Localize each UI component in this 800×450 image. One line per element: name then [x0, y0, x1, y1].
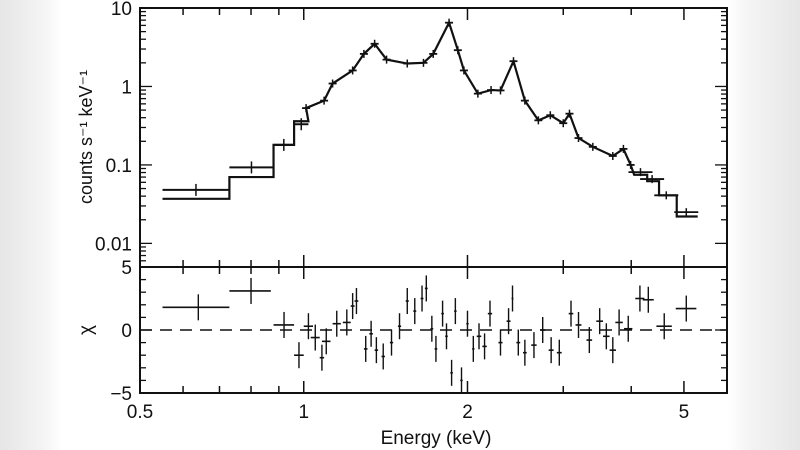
y-tick-label: 5: [121, 258, 132, 279]
y-tick-label: 10: [111, 0, 132, 20]
model-line: [162, 19, 698, 218]
y-tick-label: −5: [110, 384, 132, 405]
x-tick-label: 5: [679, 402, 690, 423]
background-edge-left: [0, 0, 62, 450]
y-tick-label: 0.1: [106, 156, 132, 177]
spectrum-frame: [139, 7, 728, 268]
residuals-panel: 0.5 1 2 5 5 0 −5: [110, 257, 728, 423]
background-edge-right: [728, 0, 800, 450]
y-axis-label-residuals: χ: [76, 325, 97, 335]
y-axis-label-spectrum: counts s⁻¹ keV⁻¹: [76, 70, 96, 204]
x-tick-label: 1: [298, 402, 309, 423]
y-tick-label: 0: [121, 321, 132, 342]
x-tick-label: 2: [462, 402, 473, 423]
y-tick-label: 1: [121, 77, 132, 98]
x-tick-label: 0.5: [127, 402, 153, 423]
x-axis-label: Energy (keV): [381, 428, 492, 449]
y-tick-label: 0.01: [95, 234, 132, 255]
spectrum-panel: 0.01 0.1 1 10: [95, 0, 728, 268]
